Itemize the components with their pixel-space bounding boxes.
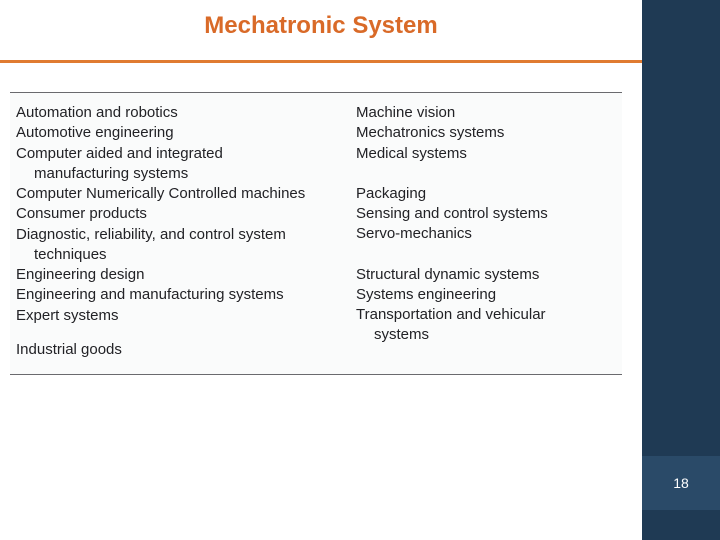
page-number: 18 bbox=[673, 475, 689, 491]
list-item: techniques bbox=[16, 245, 346, 265]
title-container: Mechatronic System bbox=[0, 12, 642, 46]
list-item: Engineering design bbox=[16, 265, 346, 285]
list-item: manufacturing systems bbox=[16, 164, 346, 184]
content-box: Automation and roboticsAutomotive engine… bbox=[10, 92, 622, 375]
list-item: Diagnostic, reliability, and control sys… bbox=[16, 225, 346, 245]
spacer bbox=[356, 245, 606, 259]
list-item: Industrial goods bbox=[16, 340, 346, 360]
title-underline bbox=[0, 60, 642, 63]
list-item: Structural dynamic systems bbox=[356, 265, 606, 285]
column-left: Automation and roboticsAutomotive engine… bbox=[16, 103, 346, 360]
list-item: Servo-mechanics bbox=[356, 224, 606, 244]
list-item: Automotive engineering bbox=[16, 123, 346, 143]
page-number-box: 18 bbox=[642, 456, 720, 510]
list-item: Transportation and vehicular bbox=[356, 305, 606, 325]
list-item: Systems engineering bbox=[356, 285, 606, 305]
columns: Automation and roboticsAutomotive engine… bbox=[16, 103, 616, 360]
list-item: Mechatronics systems bbox=[356, 123, 606, 143]
list-item: Computer Numerically Controlled machines bbox=[16, 184, 346, 204]
column-right: Machine visionMechatronics systemsMedica… bbox=[356, 103, 606, 360]
slide-title: Mechatronic System bbox=[196, 12, 445, 46]
spacer bbox=[356, 164, 606, 178]
list-item: Sensing and control systems bbox=[356, 204, 606, 224]
list-item: Automation and robotics bbox=[16, 103, 346, 123]
list-item: Expert systems bbox=[16, 306, 346, 326]
spacer bbox=[16, 326, 346, 340]
list-item: Computer aided and integrated bbox=[16, 144, 346, 164]
list-item: Machine vision bbox=[356, 103, 606, 123]
list-item: Engineering and manufacturing systems bbox=[16, 285, 346, 305]
list-item: systems bbox=[356, 325, 606, 345]
list-item: Consumer products bbox=[16, 204, 346, 224]
list-item: Packaging bbox=[356, 184, 606, 204]
slide: Mechatronic System Automation and roboti… bbox=[0, 0, 720, 540]
list-item: Medical systems bbox=[356, 144, 606, 164]
